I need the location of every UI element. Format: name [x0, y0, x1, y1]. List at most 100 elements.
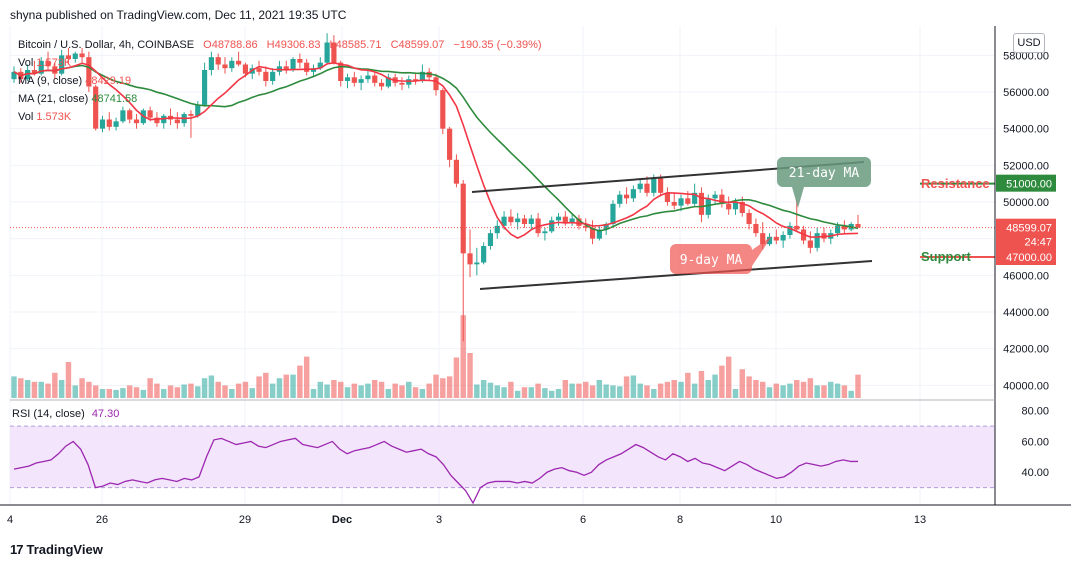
volume-bar: [685, 372, 691, 398]
tradingview-logo-icon: 17: [10, 542, 24, 557]
candle-body: [127, 110, 133, 120]
candle-body: [38, 60, 44, 74]
volume-bar: [18, 378, 24, 398]
volume-bar: [732, 389, 739, 398]
volume-bar: [337, 381, 344, 398]
volume-bar: [113, 389, 119, 398]
volume-bar: [222, 385, 228, 398]
volume-bar: [283, 374, 289, 398]
volume-bar: [583, 381, 589, 398]
candle-body: [317, 62, 323, 69]
volume-bar: [154, 383, 160, 398]
candle-body: [365, 75, 371, 80]
ma21-callout-bg: [777, 157, 871, 187]
volume-bar: [249, 388, 255, 398]
rsi-label[interactable]: RSI (14, close): [12, 408, 85, 420]
volume-bar: [807, 378, 814, 398]
candle-body: [712, 194, 718, 199]
candle-body: [201, 70, 208, 105]
candle-body: [746, 213, 752, 224]
ma21-value: 48741.58: [91, 93, 138, 105]
candle-body: [453, 159, 460, 184]
volume-bar: [691, 383, 698, 398]
volume-bar: [208, 375, 215, 398]
price-grid: [9, 26, 995, 505]
volume-bar: [746, 376, 752, 398]
candle-body: [208, 57, 214, 70]
volume-bar: [11, 376, 17, 398]
y-tick-label: 54000.00: [1003, 124, 1049, 136]
ma21-label[interactable]: MA (21, close): [18, 93, 89, 105]
vol2-label[interactable]: Vol: [18, 111, 34, 123]
candle-body: [120, 110, 126, 122]
volume-bar: [787, 383, 793, 398]
candle-body: [229, 60, 235, 69]
candle-body: [589, 227, 596, 239]
volume-bar: [161, 389, 167, 398]
candle-body: [174, 119, 180, 124]
change-value: −190.35 (−0.39%): [453, 39, 542, 51]
y-tick-label: 50000.00: [1003, 197, 1049, 209]
ma9-callout-pointer: [752, 236, 772, 266]
volume-bar: [99, 389, 106, 398]
volume-bar: [317, 381, 324, 398]
candle-body: [419, 71, 425, 81]
candle-body: [65, 55, 72, 59]
symbol-title[interactable]: Bitcoin / U.S. Dollar, 4h, COINBASE: [18, 39, 195, 51]
candle-body: [270, 71, 276, 81]
support-price-tag: 47000.00: [1006, 252, 1052, 264]
x-tick-label: 3: [436, 514, 442, 526]
candle-body: [263, 71, 269, 81]
candle-body: [766, 236, 773, 245]
volume-bar: [494, 385, 500, 398]
volume-bar: [474, 384, 480, 398]
volume-bar: [542, 388, 548, 398]
volume-bar: [841, 385, 848, 398]
current-price-tag: 48599.07: [1006, 223, 1052, 235]
candle-body: [324, 42, 330, 63]
candle-body: [256, 68, 262, 72]
y-tick-label: 56000.00: [1003, 87, 1049, 99]
candle-body: [481, 246, 487, 263]
volume-bar: [303, 356, 310, 398]
volume-bar: [433, 374, 439, 398]
annotations: 21-day MA 9-day MA Resistance Support: [670, 157, 990, 274]
volume-bar: [467, 353, 473, 398]
candle-body: [412, 79, 419, 81]
volume-bar: [480, 380, 487, 398]
volume-bar: [106, 389, 113, 398]
high-value: H49306.83: [266, 39, 321, 51]
x-tick-label: 26: [96, 514, 108, 526]
candle-body: [698, 192, 705, 215]
vol-label[interactable]: Vol: [18, 57, 34, 69]
candle-body: [72, 53, 78, 59]
ma9-callout-bg: [670, 244, 752, 274]
rsi-line: [13, 437, 858, 505]
footer-brand: 17 TradingView: [10, 542, 103, 557]
volume-bar: [263, 372, 269, 398]
moving-averages: [13, 62, 859, 239]
volume-bar: [365, 383, 371, 398]
volume-bar: [501, 387, 507, 398]
ma21-line: [13, 64, 859, 232]
candle-body: [331, 42, 337, 63]
candle-body: [106, 119, 112, 127]
volume-bar: [235, 383, 242, 398]
volume-bar: [446, 376, 453, 398]
volume-bar: [814, 385, 820, 398]
candle-body: [617, 194, 623, 204]
candle-body: [494, 225, 500, 234]
legend-vol2-row: Vol 1.573K: [18, 108, 542, 126]
candle-body: [195, 104, 201, 116]
volume-bar: [453, 357, 460, 398]
y-tick-label: 42000.00: [1003, 344, 1049, 356]
vol-value: 1.573K: [36, 57, 72, 69]
candle-body: [297, 59, 303, 63]
candle-body: [780, 235, 786, 241]
volume-bar: [58, 380, 65, 398]
candle-body: [86, 57, 92, 87]
ma9-label[interactable]: MA (9, close): [18, 75, 83, 87]
volume-bar: [528, 387, 535, 398]
candle-body: [807, 240, 813, 248]
currency-button[interactable]: USD: [1013, 33, 1045, 53]
